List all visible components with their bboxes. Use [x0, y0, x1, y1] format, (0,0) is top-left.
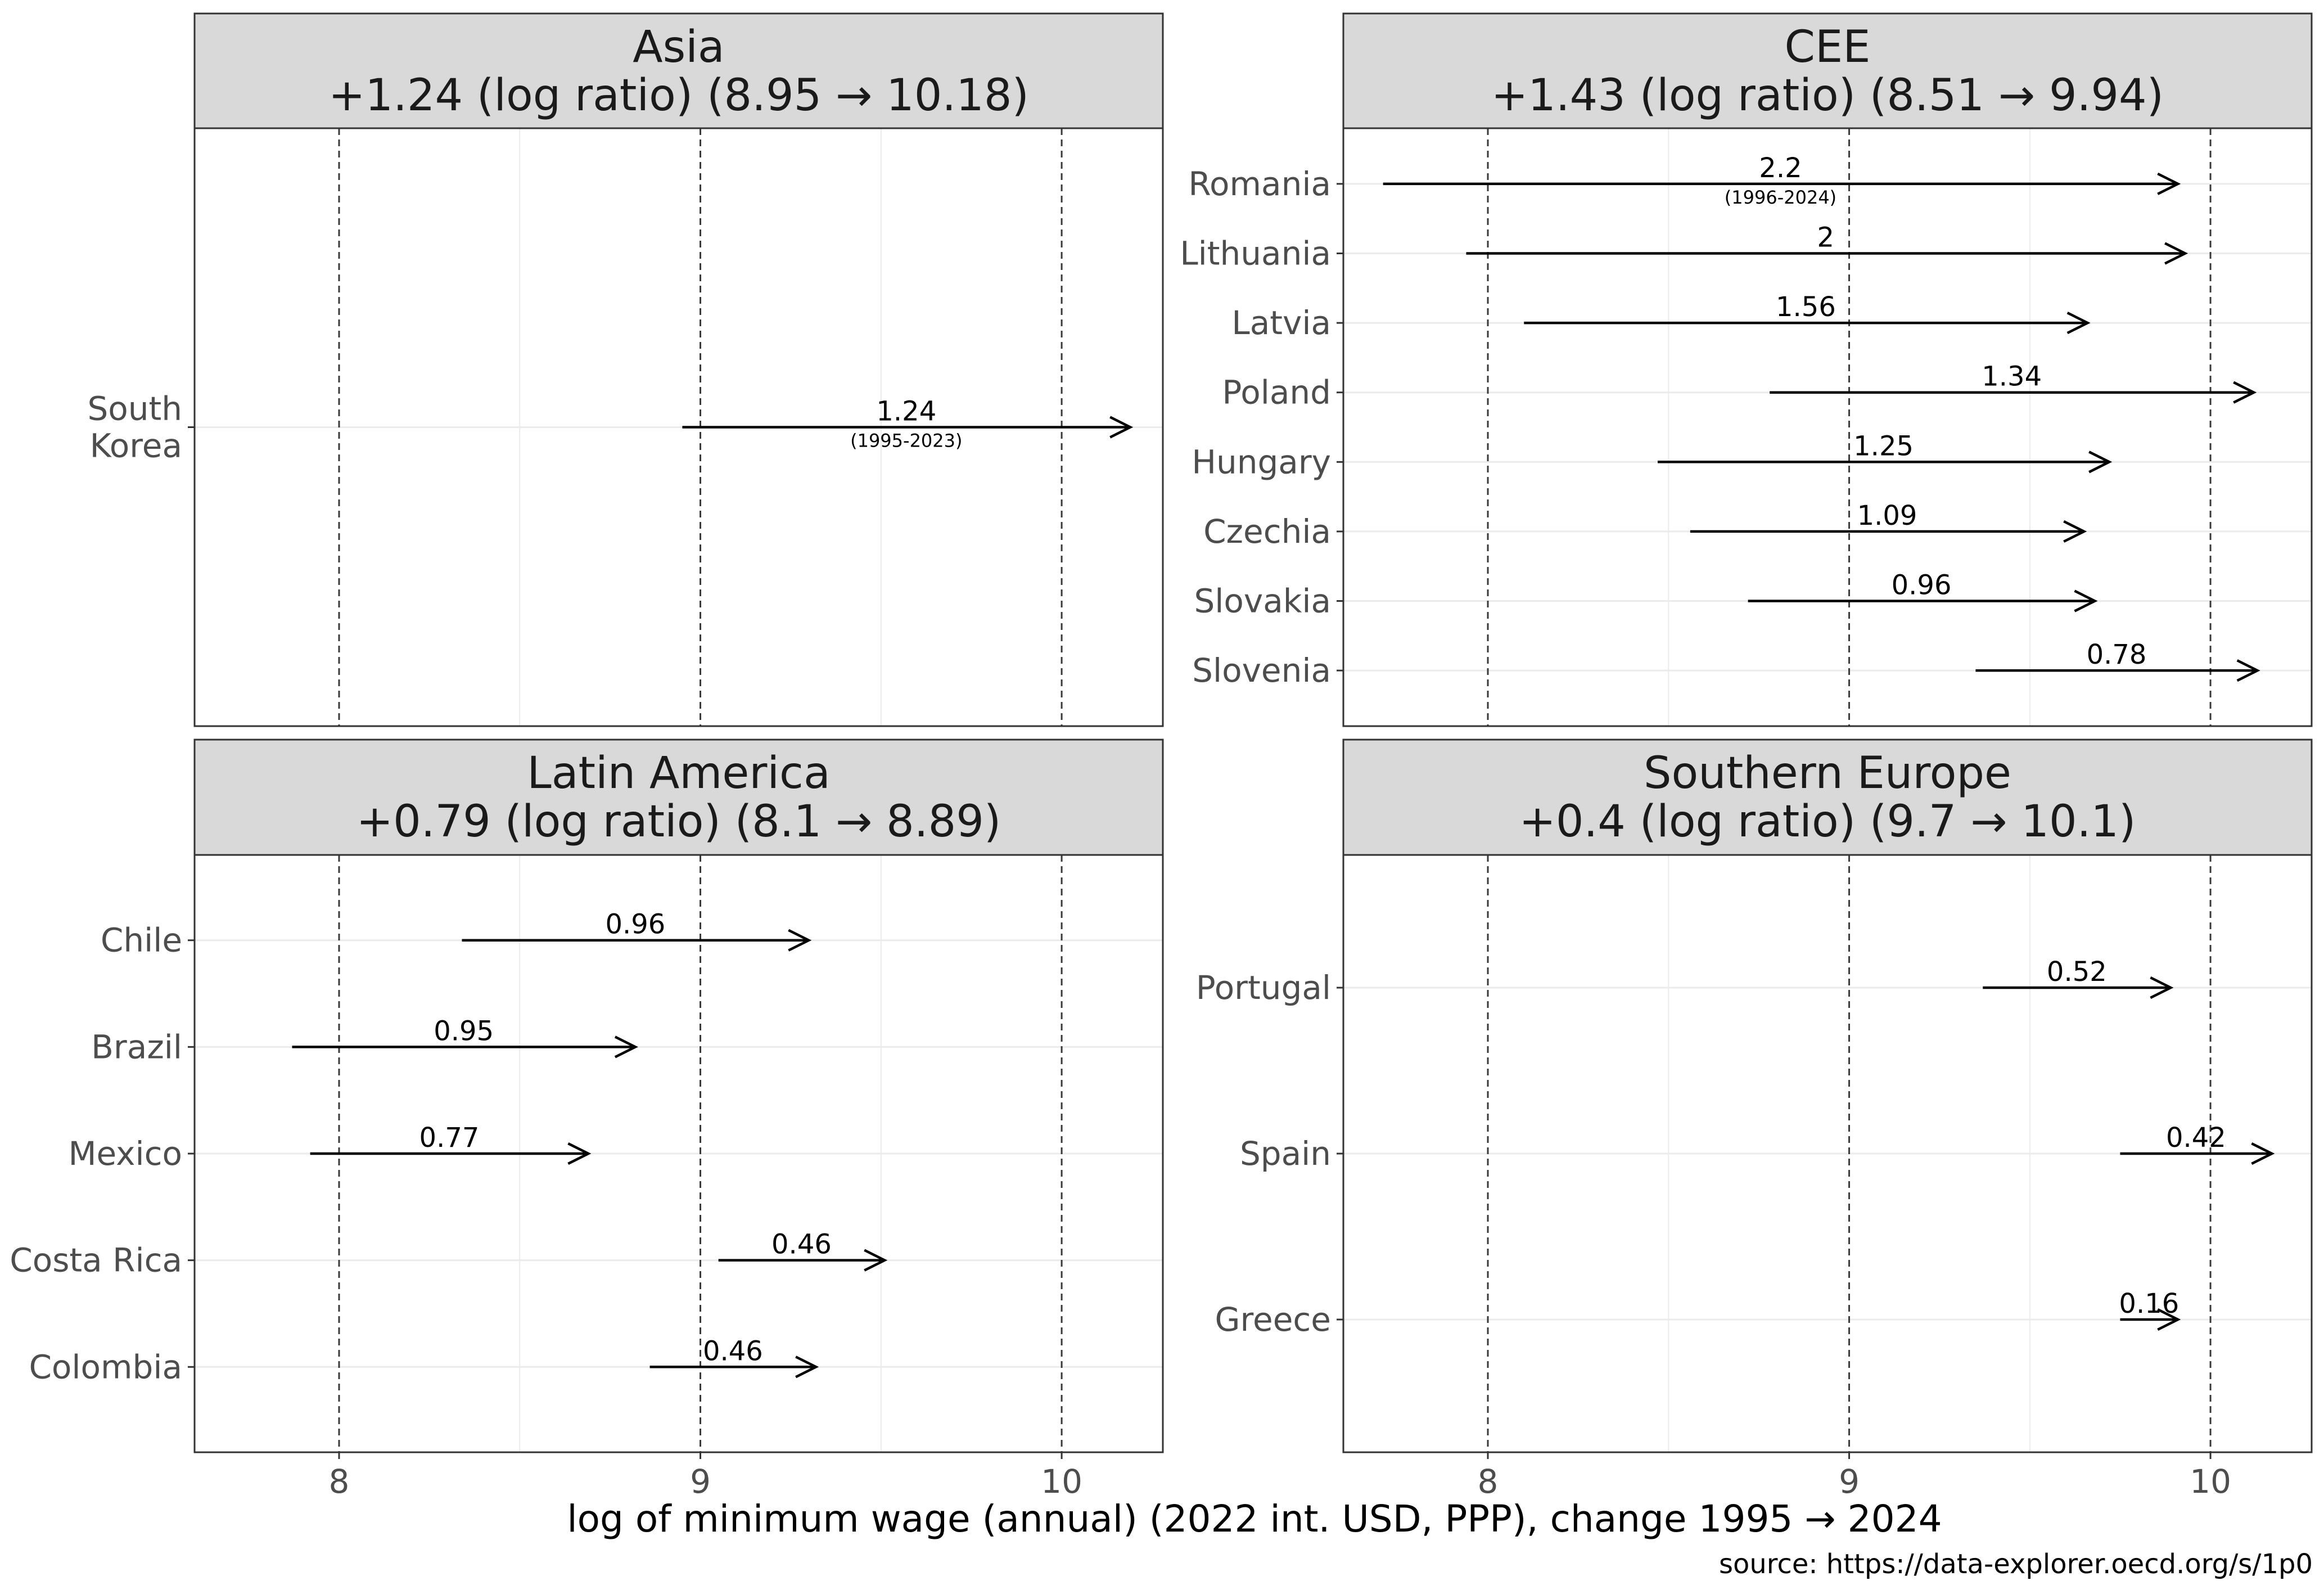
x-tick-label: 9 [690, 1462, 711, 1501]
change-label: 1.34 [1982, 361, 2042, 393]
change-label: 0.46 [771, 1229, 832, 1260]
country-label: Spain [1240, 1134, 1331, 1173]
change-label: 0.95 [434, 1015, 494, 1047]
change-label: 0.78 [2087, 639, 2147, 670]
panel-strip [1342, 12, 2313, 129]
x-tick-label: 8 [329, 1462, 350, 1501]
country-label: Mexico [68, 1134, 182, 1173]
panel-summary: +1.24 (log ratio) (8.95 → 10.18) [328, 70, 1029, 121]
change-label: 2.2 [1759, 152, 1802, 184]
panel-summary: +0.79 (log ratio) (8.1 → 8.89) [357, 796, 1001, 847]
period-label: (1995-2023) [850, 430, 962, 452]
panel-asia: Asia+1.24 (log ratio) (8.95 → 10.18) 1.24… [87, 12, 1164, 727]
change-label: 1.25 [1853, 430, 1914, 462]
x-tick-label: 10 [2190, 1462, 2231, 1501]
panel-summary: +1.43 (log ratio) (8.51 → 9.94) [1491, 70, 2164, 121]
change-label: 1.24 [876, 396, 936, 427]
change-label: 0.42 [2166, 1122, 2226, 1154]
change-label: 1.56 [1776, 291, 1836, 323]
country-label: Portugal [1196, 969, 1331, 1007]
source-caption: source: https://data-explorer.oecd.org/s… [1719, 1548, 2313, 1580]
panel-border [1342, 127, 2313, 727]
panel-summary: +0.4 (log ratio) (9.7 → 10.1) [1519, 796, 2136, 847]
change-label: 1.09 [1857, 500, 1917, 532]
panel-title: CEE [1784, 22, 1870, 73]
change-label: 0.46 [703, 1335, 763, 1367]
x-axis-title: log of minimum wage (annual) (2022 int. … [567, 1497, 1942, 1541]
change-label: 2 [1817, 222, 1835, 253]
change-label: 0.77 [419, 1122, 480, 1154]
country-label: Brazil [91, 1028, 182, 1066]
country-label: Colombia [29, 1348, 182, 1386]
period-label: (1996-2024) [1725, 187, 1836, 208]
panel-strip [1342, 739, 2313, 856]
panel-title: Latin America [527, 748, 831, 799]
panel-title: Southern Europe [1644, 748, 2011, 799]
country-label: Korea [90, 427, 182, 465]
panel-strip [193, 12, 1164, 129]
country-label: South [87, 390, 182, 428]
country-label: Romania [1188, 165, 1331, 203]
change-label: 0.16 [2119, 1288, 2179, 1320]
country-label: Hungary [1192, 443, 1331, 481]
country-label: Chile [101, 921, 182, 960]
change-label: 0.96 [1892, 570, 1952, 601]
country-label: Slovakia [1194, 582, 1331, 620]
panel-title: Asia [633, 22, 724, 73]
change-label: 0.52 [2047, 956, 2107, 988]
x-tick-label: 9 [1839, 1462, 1860, 1501]
plot-background [1343, 128, 2312, 726]
country-label: Poland [1222, 373, 1331, 412]
x-tick-label: 8 [1478, 1462, 1499, 1501]
panel-cee: CEE+1.43 (log ratio) (8.51 → 9.94) 2.2 (19… [1180, 12, 2313, 727]
country-label: Lithuania [1180, 234, 1331, 272]
panel-latin-america: Latin America+0.79 (log ratio) (8.1 → 8.… [10, 739, 1164, 1453]
country-label: Costa Rica [10, 1241, 182, 1280]
panel-border [193, 127, 1164, 727]
change-label: 0.96 [605, 909, 665, 940]
x-axes-group: 8 9 10 8 9 10 [329, 1452, 2231, 1501]
panel-southern-europe: Southern Europe+0.4 (log ratio) (9.7 → 1… [1196, 739, 2313, 1453]
country-label: Slovenia [1192, 651, 1331, 690]
x-axis: 8 9 10 [329, 1452, 1082, 1501]
country-label: Latvia [1231, 304, 1331, 342]
panel-border [193, 854, 1164, 1453]
panels-group: Asia+1.24 (log ratio) (8.95 → 10.18) 1.24… [10, 12, 2313, 1453]
panel-strip [193, 739, 1164, 856]
x-axis: 8 9 10 [1478, 1452, 2231, 1501]
country-label: Czechia [1203, 512, 1331, 551]
x-tick-label: 10 [1041, 1462, 1082, 1501]
country-label: Greece [1215, 1300, 1331, 1339]
panel-border [1342, 854, 2313, 1453]
